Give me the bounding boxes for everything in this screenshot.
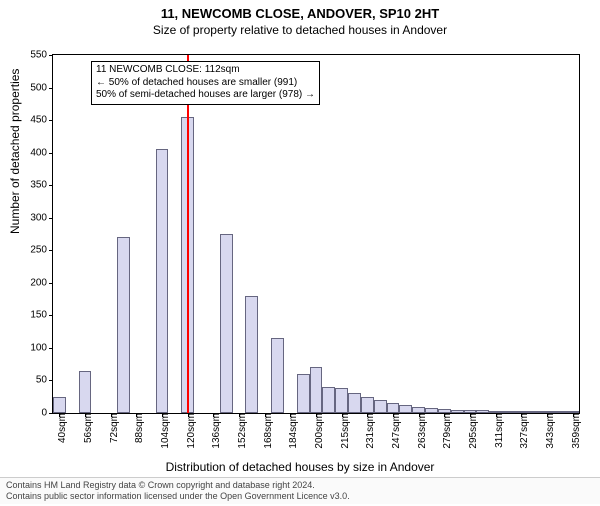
x-tick-label: 88sqm bbox=[132, 413, 145, 443]
x-tick-label: 104sqm bbox=[158, 413, 171, 449]
histogram-bar bbox=[399, 405, 412, 413]
histogram-bar bbox=[53, 397, 66, 413]
x-tick-label: 136sqm bbox=[209, 413, 222, 449]
x-tick-label: 200sqm bbox=[312, 413, 325, 449]
y-tick-mark bbox=[49, 120, 53, 121]
histogram-bar bbox=[79, 371, 92, 413]
x-tick-label: 311sqm bbox=[492, 413, 505, 448]
x-tick-label: 295sqm bbox=[466, 413, 479, 449]
x-tick-label: 40sqm bbox=[55, 413, 68, 443]
property-marker-line bbox=[187, 55, 189, 413]
footer-line-1: Contains HM Land Registry data © Crown c… bbox=[6, 480, 594, 491]
x-tick-label: 215sqm bbox=[338, 413, 351, 449]
y-tick-mark bbox=[49, 380, 53, 381]
chart-title: 11, NEWCOMB CLOSE, ANDOVER, SP10 2HT bbox=[0, 6, 600, 21]
annotation-line-3: 50% of semi-detached houses are larger (… bbox=[96, 89, 315, 102]
x-tick-label: 168sqm bbox=[261, 413, 274, 449]
histogram-bar bbox=[335, 388, 348, 413]
histogram-bar bbox=[361, 397, 374, 413]
y-tick-mark bbox=[49, 250, 53, 251]
histogram-bar bbox=[374, 400, 387, 413]
y-tick-mark bbox=[49, 55, 53, 56]
histogram-bar bbox=[117, 237, 130, 413]
footer-line-2: Contains public sector information licen… bbox=[6, 491, 594, 502]
annotation-line-1: 11 NEWCOMB CLOSE: 112sqm bbox=[96, 64, 315, 77]
x-tick-label: 72sqm bbox=[107, 413, 120, 443]
y-tick-mark bbox=[49, 348, 53, 349]
y-tick-mark bbox=[49, 315, 53, 316]
x-tick-label: 327sqm bbox=[517, 413, 530, 449]
y-tick-mark bbox=[49, 185, 53, 186]
chart-plot-area: 05010015020025030035040045050055040sqm56… bbox=[52, 54, 580, 414]
x-tick-label: 56sqm bbox=[81, 413, 94, 443]
histogram-bar bbox=[387, 403, 400, 413]
y-tick-mark bbox=[49, 88, 53, 89]
x-tick-label: 120sqm bbox=[184, 413, 197, 449]
chart-subtitle: Size of property relative to detached ho… bbox=[0, 23, 600, 37]
histogram-bar bbox=[245, 296, 258, 413]
histogram-bar bbox=[271, 338, 284, 413]
y-tick-mark bbox=[49, 153, 53, 154]
histogram-bar bbox=[322, 387, 335, 413]
x-tick-label: 231sqm bbox=[363, 413, 376, 449]
histogram-bar bbox=[310, 367, 323, 413]
x-tick-label: 152sqm bbox=[235, 413, 248, 449]
histogram-bar bbox=[156, 149, 169, 413]
x-axis-label: Distribution of detached houses by size … bbox=[0, 460, 600, 474]
x-tick-label: 263sqm bbox=[415, 413, 428, 449]
footer-attribution: Contains HM Land Registry data © Crown c… bbox=[0, 477, 600, 504]
y-tick-mark bbox=[49, 218, 53, 219]
x-tick-label: 184sqm bbox=[286, 413, 299, 449]
x-tick-label: 359sqm bbox=[569, 413, 582, 449]
y-axis-label: Number of detached properties bbox=[8, 69, 22, 234]
y-tick-mark bbox=[49, 283, 53, 284]
histogram-bar bbox=[348, 393, 361, 413]
annotation-line-2: ← 50% of detached houses are smaller (99… bbox=[96, 77, 315, 90]
histogram-bar bbox=[220, 234, 233, 413]
annotation-box: 11 NEWCOMB CLOSE: 112sqm ← 50% of detach… bbox=[91, 61, 320, 105]
histogram-bar bbox=[297, 374, 310, 413]
y-tick-mark bbox=[49, 413, 53, 414]
x-tick-label: 279sqm bbox=[440, 413, 453, 449]
x-tick-label: 247sqm bbox=[389, 413, 402, 449]
x-tick-label: 343sqm bbox=[543, 413, 556, 449]
